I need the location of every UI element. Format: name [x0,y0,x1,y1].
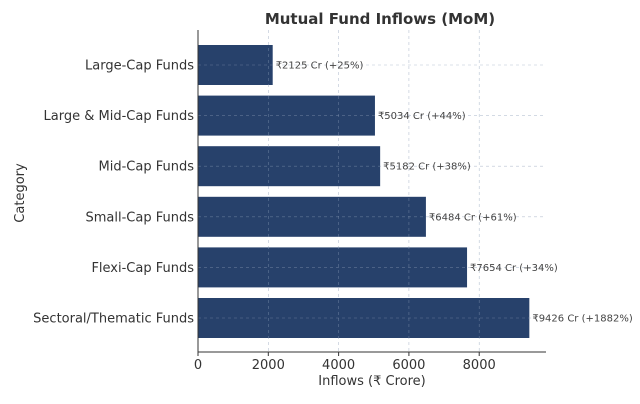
x-tick-label: 2000 [252,358,285,373]
x-tick-label: 6000 [392,358,425,373]
category-label: Large & Mid-Cap Funds [44,109,195,124]
x-axis-label: Inflows (₹ Crore) [318,374,425,389]
data-label: ₹7654 Cr (+34%) [470,263,558,274]
category-label: Sectoral/Thematic Funds [33,312,194,327]
y-axis-label: Category [13,163,28,223]
data-label: ₹5182 Cr (+38%) [383,162,471,173]
category-label-layer: Large-Cap Funds Large & Mid-Cap Funds Mid-… [33,59,194,327]
x-tick-label: 8000 [463,358,496,373]
x-tick-label: 4000 [322,358,355,373]
category-label: Flexi-Cap Funds [91,261,194,276]
data-label-layer: ₹2125 Cr (+25%) ₹5034 Cr (+44%) ₹5182 Cr (… [276,61,633,325]
grid-layer [197,30,546,352]
chart-title: Mutual Fund Inflows (MoM) [265,10,495,28]
category-label: Small-Cap Funds [86,210,195,225]
data-label: ₹9426 Cr (+1882%) [532,314,632,325]
bar-layer [198,45,530,338]
category-label: Mid-Cap Funds [99,160,195,175]
x-tick-layer: 0 2000 4000 6000 8000 [194,352,496,373]
bar [198,95,375,136]
data-label: ₹6484 Cr (+61%) [429,212,517,223]
category-label: Large-Cap Funds [85,59,194,74]
data-label: ₹2125 Cr (+25%) [276,61,364,72]
data-label: ₹5034 Cr (+44%) [378,111,466,122]
x-tick-label: 0 [194,358,202,373]
